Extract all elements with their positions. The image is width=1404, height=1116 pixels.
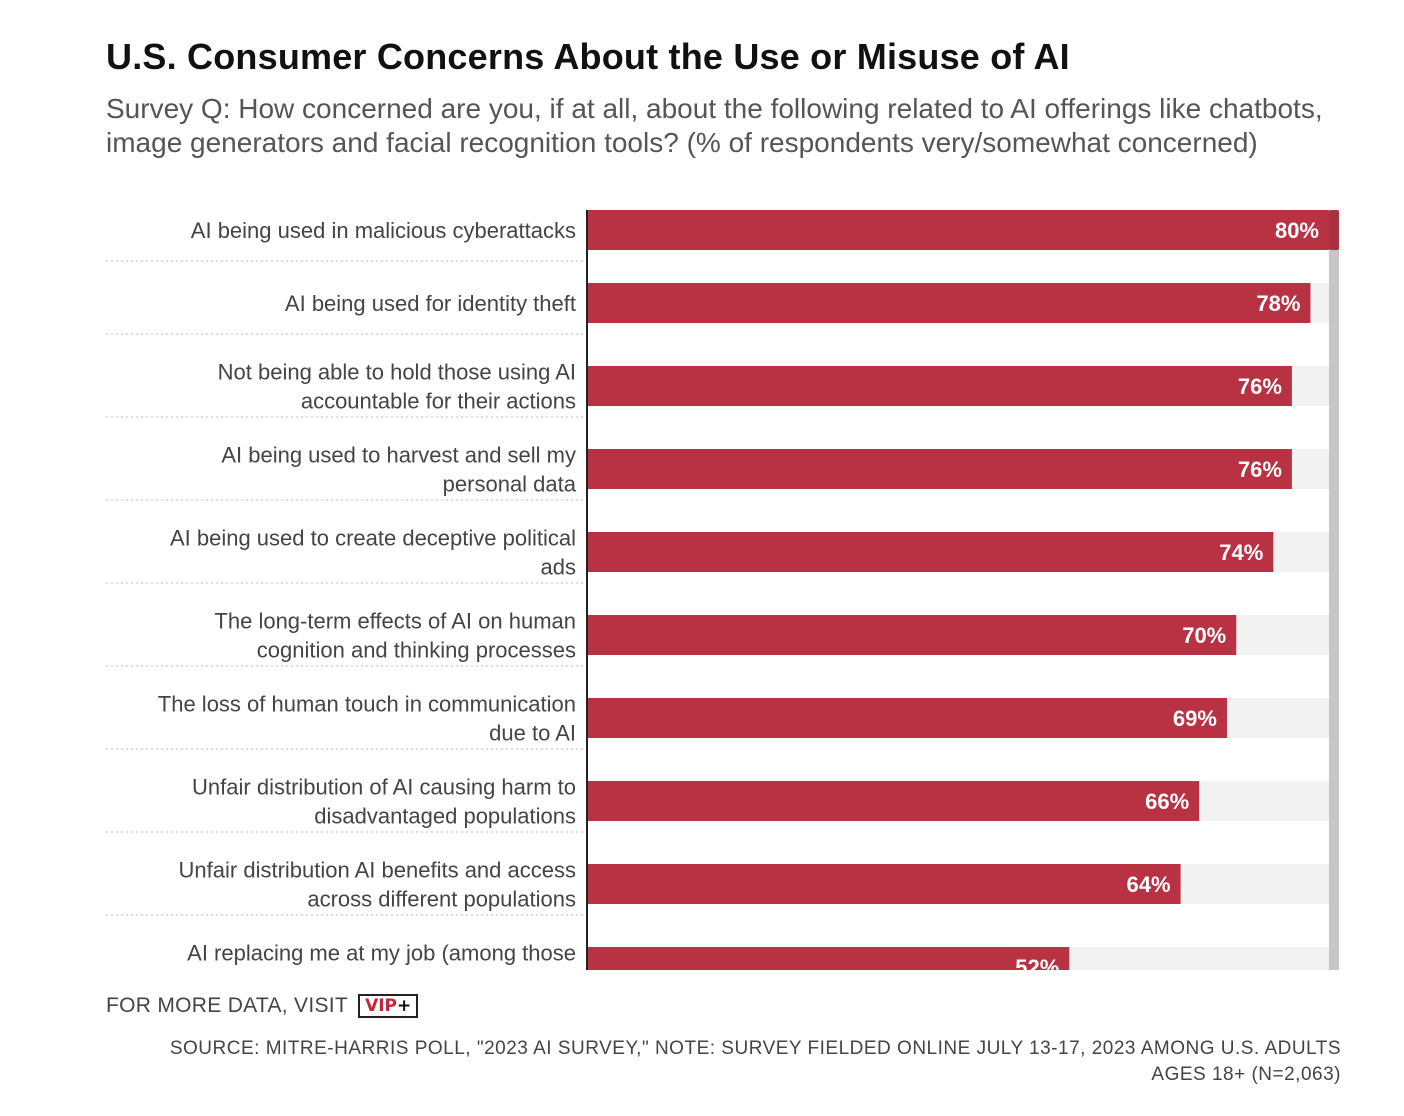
value-label: 69% bbox=[1173, 706, 1217, 731]
bar-9 bbox=[587, 864, 1181, 904]
category-label: The loss of human touch in communication… bbox=[158, 692, 576, 746]
bar-7 bbox=[587, 698, 1227, 738]
bar-10 bbox=[587, 947, 1070, 970]
bar-5 bbox=[587, 532, 1274, 572]
bar-6 bbox=[587, 615, 1237, 655]
category-label: AI being used to create deceptive politi… bbox=[170, 526, 576, 580]
bar-1 bbox=[587, 210, 1329, 250]
bar-2 bbox=[587, 283, 1311, 323]
value-label: 64% bbox=[1127, 872, 1171, 897]
value-label: 74% bbox=[1219, 540, 1263, 565]
category-label: AI being used in malicious cyberattacks bbox=[191, 218, 576, 243]
chart-title: U.S. Consumer Concerns About the Use or … bbox=[106, 36, 1070, 77]
category-label: The long-term effects of AI on human cogn… bbox=[214, 609, 576, 663]
value-label: 80% bbox=[1275, 218, 1319, 243]
value-label: 52% bbox=[1015, 955, 1059, 970]
category-label: Unfair distribution AI benefits and acce… bbox=[179, 858, 576, 912]
bar-4 bbox=[587, 449, 1292, 489]
value-label: 78% bbox=[1256, 291, 1300, 316]
more-data-label: FOR MORE DATA, VISIT bbox=[106, 994, 349, 1017]
value-label: 70% bbox=[1182, 623, 1226, 648]
category-label: AI replacing me at my job (among thoseem… bbox=[187, 941, 576, 971]
chart-subtitle: Survey Q: How concerned are you, if at a… bbox=[106, 93, 1323, 158]
source-note: SOURCE: MITRE-HARRIS POLL, "2023 AI SURV… bbox=[169, 1038, 1341, 1085]
bar-8 bbox=[587, 781, 1200, 821]
more-data-footer: FOR MORE DATA, VISIT VIP+ bbox=[106, 994, 419, 1018]
category-label: Unfair distribution of AI causing harm t… bbox=[192, 775, 576, 829]
value-label: 66% bbox=[1145, 789, 1189, 814]
category-label: AI being used for identity theft bbox=[285, 291, 576, 316]
category-label: AI being used to harvest and sell my pers… bbox=[221, 443, 576, 497]
value-label: 76% bbox=[1238, 457, 1282, 482]
bar-3 bbox=[587, 366, 1292, 406]
scrollbar-thumb bbox=[1329, 210, 1339, 250]
category-label: Not being able to hold those using AI acc… bbox=[218, 360, 576, 414]
bar-chart: 80% AI being used in malicious cyberattac… bbox=[106, 210, 1339, 971]
vip-plus-logo[interactable]: VIP+ bbox=[358, 994, 419, 1018]
scrollbar-track bbox=[1329, 210, 1339, 970]
value-label: 76% bbox=[1238, 374, 1282, 399]
